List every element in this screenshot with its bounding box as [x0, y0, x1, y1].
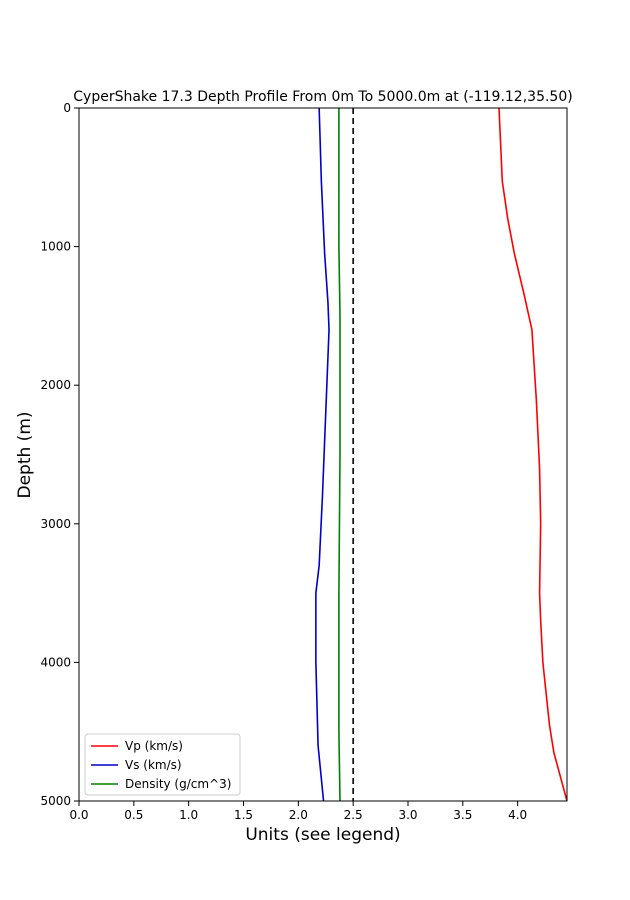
- chart-title: CyperShake 17.3 Depth Profile From 0m To…: [73, 89, 572, 105]
- y-tick-label: 1000: [40, 240, 71, 254]
- x-tick-label: 1.0: [179, 808, 198, 822]
- x-tick-label: 0.0: [69, 808, 88, 822]
- series-line-0: [498, 108, 567, 801]
- legend-label-0: Vp (km/s): [125, 739, 183, 753]
- y-tick-label: 4000: [40, 655, 71, 669]
- legend-label-2: Density (g/cm^3): [125, 777, 231, 791]
- y-tick-label: 0: [63, 101, 71, 115]
- legend-box: [84, 733, 241, 796]
- x-tick-label: 3.0: [398, 808, 417, 822]
- x-tick-label: 3.5: [453, 808, 472, 822]
- legend-label-1: Vs (km/s): [125, 758, 182, 772]
- plot-frame: [78, 107, 568, 802]
- x-tick-label: 2.0: [289, 808, 308, 822]
- y-tick-label: 3000: [40, 517, 71, 531]
- x-axis-label: Units (see legend): [245, 825, 400, 845]
- y-tick-label: 5000: [40, 794, 71, 808]
- x-tick-label: 2.5: [344, 808, 363, 822]
- series-line-2: [338, 108, 341, 801]
- x-tick-label: 0.5: [124, 808, 143, 822]
- x-tick-label: 1.5: [234, 808, 253, 822]
- legend: Vp (km/s) Vs (km/s) Density (g/cm^3): [84, 733, 241, 796]
- series-line-1: [315, 108, 330, 801]
- y-tick-label: 2000: [40, 378, 71, 392]
- x-tick-label: 4.0: [508, 808, 527, 822]
- y-axis-label: Depth (m): [15, 411, 35, 498]
